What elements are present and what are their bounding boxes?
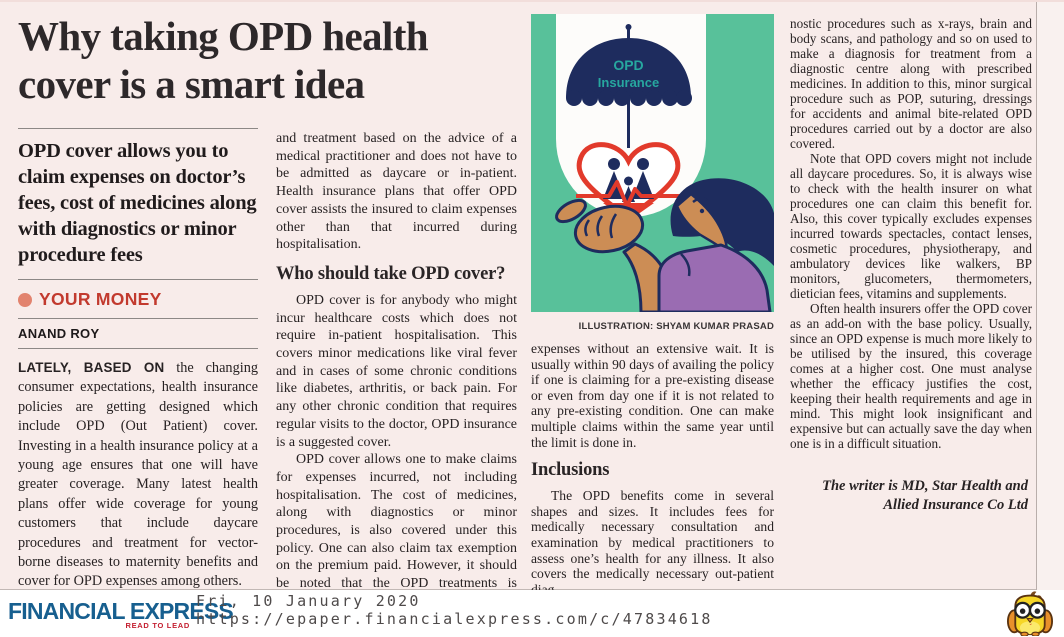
column-1: OPD cover allows you to claim expenses o… — [18, 128, 258, 590]
owl-mascot-icon[interactable] — [1006, 590, 1054, 636]
paragraph: and treatment based on the advice of a m… — [276, 131, 517, 253]
paragraph: OPD cover is for anybody who might incur… — [276, 292, 517, 450]
crosshead: Inclusions — [531, 460, 610, 481]
divider — [18, 128, 258, 129]
paragraph: OPD cover allows one to make claims for … — [276, 452, 517, 590]
illustration-credit: ILLUSTRATION: SHYAM KUMAR PRASAD — [578, 321, 774, 332]
paragraph-text: the changing consumer expectations, heal… — [18, 360, 258, 590]
paragraph: The OPD benefits come in several shapes … — [531, 488, 774, 590]
opd-insurance-illustration: OPD Insurance — [531, 14, 774, 314]
paragraph: LATELY, BASED ON the changing consumer e… — [18, 358, 258, 590]
paragraph: Note that OPD covers might not include a… — [790, 151, 1032, 301]
column-4: nostic procedures such as x-rays, brain … — [790, 16, 1032, 590]
section-kicker: YOUR MONEY — [18, 289, 258, 310]
lead-in: LATELY, BASED ON — [18, 360, 165, 375]
divider — [18, 318, 258, 319]
headline: Why taking OPD health cover is a smart i… — [18, 13, 429, 107]
divider — [18, 279, 258, 280]
epaper-footer: FINANCIAL EXPRESS READ TO LEAD Fri, 10 J… — [0, 590, 1064, 637]
paragraph: nostic procedures such as x-rays, brain … — [790, 16, 1032, 151]
umbrella-label-insurance: Insurance — [598, 75, 659, 90]
divider — [18, 348, 258, 349]
clip-url: https://epaper.financialexpress.com/c/47… — [196, 609, 713, 628]
paragraph: expenses without an extensive wait. It i… — [531, 341, 774, 450]
column-2: and treatment based on the advice of a m… — [276, 130, 517, 590]
umbrella-label-opd: OPD — [613, 57, 643, 73]
crosshead: Who should take OPD cover? — [276, 263, 506, 284]
logo-tagline: READ TO LEAD — [125, 621, 190, 630]
newspaper-clipping: Why taking OPD health cover is a smart i… — [0, 0, 1064, 590]
umbrella-icon: OPD Insurance — [566, 24, 692, 148]
clip-date: Fri, 10 January 2020 — [196, 592, 421, 610]
kicker-dot-icon — [18, 292, 32, 307]
column-3: OPD Insurance — [531, 14, 774, 590]
standfirst: OPD cover allows you to claim expenses o… — [18, 140, 257, 266]
page-margin-strip — [1036, 2, 1064, 590]
clip-stamp: Fri, 10 January 2020 https://epaper.fina… — [196, 592, 713, 628]
writer-credit: The writer is MD, Star Health and Allied… — [822, 478, 1028, 513]
kicker-label: YOUR MONEY — [39, 289, 162, 309]
byline: ANAND ROY — [18, 326, 100, 341]
paragraph: Often health insurers offer the OPD cove… — [790, 301, 1032, 451]
financial-express-logo: FINANCIAL EXPRESS READ TO LEAD — [8, 598, 234, 630]
